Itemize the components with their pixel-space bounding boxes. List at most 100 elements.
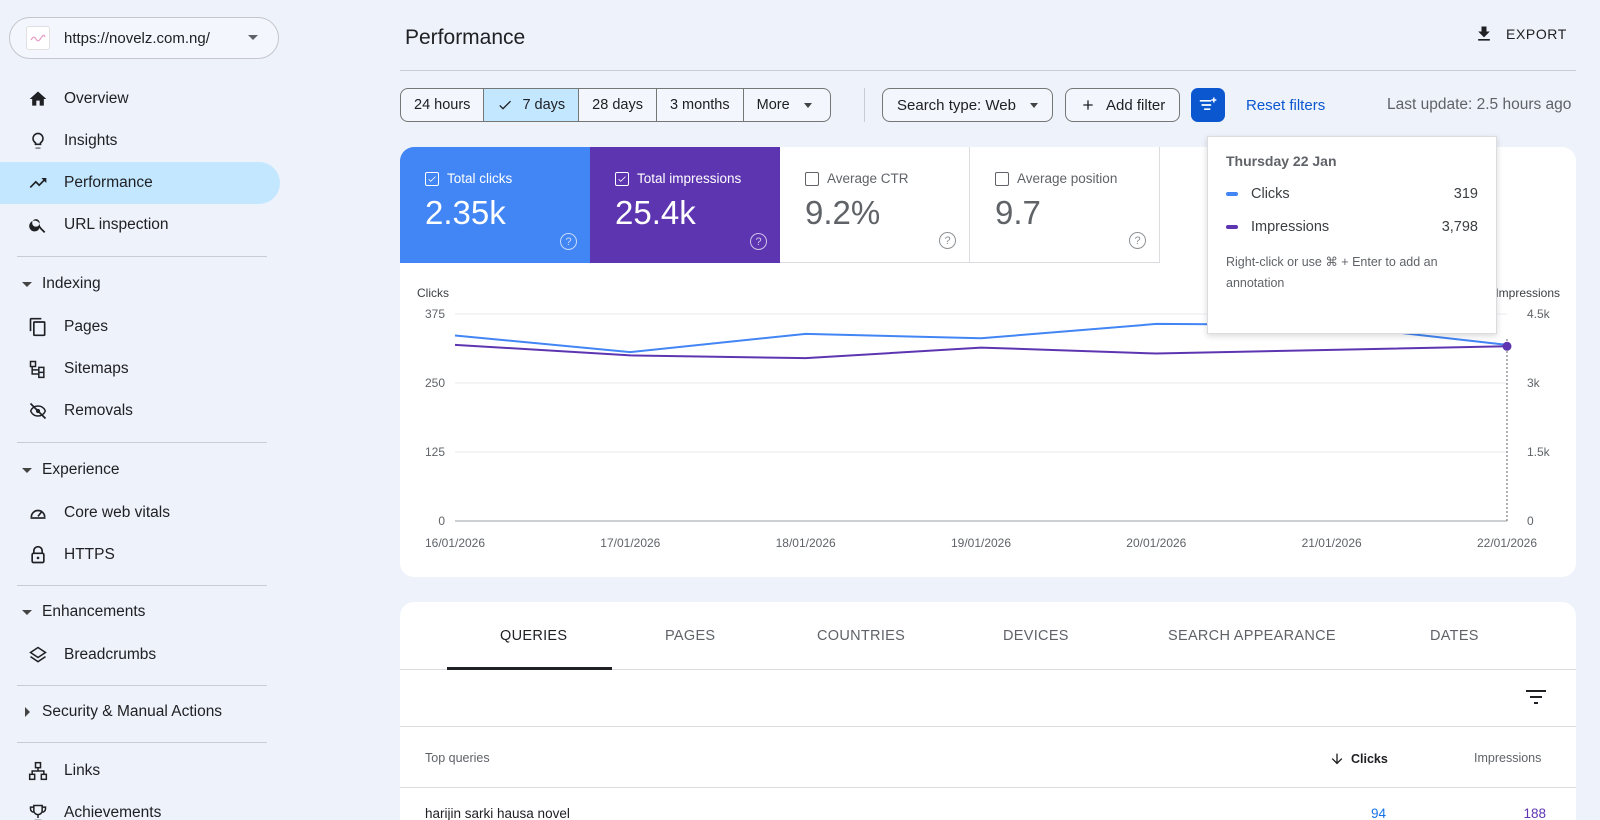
checkbox-checked-icon[interactable]: [425, 171, 439, 186]
sidebar-item-url-inspection[interactable]: URL inspection: [0, 204, 280, 246]
y-tick-label-right: 4.5k: [1527, 307, 1551, 321]
trophy-icon: [26, 801, 50, 820]
range-3-months[interactable]: 3 months: [657, 89, 744, 121]
chevron-down-icon: [1029, 102, 1038, 108]
sidebar-item-label: Links: [64, 762, 101, 779]
metric-value: 2.35k: [425, 194, 506, 231]
property-url: https://novelz.com.ng/: [64, 29, 210, 47]
sidebar-item-label: Sitemaps: [64, 360, 129, 377]
sidebar-item-insights[interactable]: Insights: [0, 120, 280, 162]
section-label: Enhancements: [42, 603, 146, 620]
sidebar-item-removals[interactable]: Removals: [0, 390, 280, 432]
sidebar: https://novelz.com.ng/ Overview Insights…: [0, 0, 280, 820]
date-range-selector: 24 hours 7 days 28 days 3 months More: [400, 88, 831, 122]
sidebar-item-achievements[interactable]: Achievements: [0, 792, 280, 820]
tooltip-series-name: Clicks: [1251, 186, 1290, 202]
section-enhancements[interactable]: Enhancements: [0, 592, 280, 632]
sidebar-item-links[interactable]: Links: [0, 750, 280, 792]
check-icon: [499, 100, 512, 110]
export-button[interactable]: EXPORT: [1474, 24, 1567, 44]
sidebar-item-performance[interactable]: Performance: [0, 162, 280, 204]
range-28-days[interactable]: 28 days: [579, 89, 657, 121]
hover-point: [1502, 341, 1512, 351]
sidebar-item-label: Performance: [64, 174, 153, 191]
section-experience[interactable]: Experience: [0, 450, 280, 490]
tab-queries[interactable]: QUERIES: [500, 628, 568, 644]
results-table-card: QUERIES PAGES COUNTRIES DEVICES SEARCH A…: [400, 602, 1576, 820]
metric-average-position[interactable]: Average position 9.7 ?: [970, 147, 1160, 263]
metric-value: 9.2%: [805, 194, 881, 231]
caret-down-icon: [22, 281, 32, 287]
sidebar-item-overview[interactable]: Overview: [0, 78, 280, 120]
sidebar-item-breadcrumbs[interactable]: Breadcrumbs: [0, 634, 280, 676]
caret-down-icon: [22, 467, 32, 473]
help-icon[interactable]: ?: [750, 233, 767, 250]
range-24-hours[interactable]: 24 hours: [401, 89, 485, 121]
metric-label: Total impressions: [637, 171, 742, 186]
metric-value: 9.7: [995, 194, 1041, 231]
lightbulb-icon: [26, 129, 50, 153]
tab-countries[interactable]: COUNTRIES: [817, 628, 906, 644]
query-cell: harijin sarki hausa novel: [425, 806, 570, 820]
export-label: EXPORT: [1506, 26, 1567, 42]
divider: [17, 442, 267, 443]
y-tick-label-left: 0: [438, 514, 445, 528]
trending-up-icon: [26, 171, 50, 195]
column-header-clicks[interactable]: Clicks: [1329, 751, 1388, 767]
metric-average-ctr[interactable]: Average CTR 9.2% ?: [780, 147, 970, 263]
chevron-down-icon[interactable]: [248, 35, 258, 40]
arrow-down-icon: [1331, 753, 1343, 765]
sidebar-item-label: Pages: [64, 318, 108, 335]
section-indexing[interactable]: Indexing: [0, 264, 280, 304]
tab-bar: QUERIES PAGES COUNTRIES DEVICES SEARCH A…: [400, 602, 1576, 670]
sidebar-item-sitemaps[interactable]: Sitemaps: [0, 348, 280, 390]
column-header-query: Top queries: [425, 751, 490, 765]
metric-total-clicks[interactable]: Total clicks 2.35k ?: [400, 147, 590, 263]
chart-tooltip: Thursday 22 Jan Clicks 319 Impressions 3…: [1207, 136, 1497, 334]
column-header-impressions[interactable]: Impressions: [1474, 751, 1542, 765]
plus-icon: [1083, 100, 1093, 110]
column-header-label: Clicks: [1351, 752, 1388, 766]
tab-search-appearance[interactable]: SEARCH APPEARANCE: [1168, 628, 1336, 644]
tab-devices[interactable]: DEVICES: [1003, 628, 1069, 644]
table-row[interactable]: harijin sarki hausa novel 94 188: [400, 788, 1576, 820]
site-favicon-icon: [26, 26, 50, 50]
metric-total-impressions[interactable]: Total impressions 25.4k ?: [590, 147, 780, 263]
checkbox-unchecked-icon[interactable]: [805, 171, 819, 186]
section-security-manual-actions[interactable]: Security & Manual Actions: [0, 692, 280, 732]
filter-settings-button[interactable]: [1191, 88, 1225, 122]
y-tick-label-right: 0: [1527, 514, 1534, 528]
checkbox-unchecked-icon[interactable]: [995, 171, 1009, 186]
header-divider: [400, 70, 1576, 71]
range-7-days[interactable]: 7 days: [484, 89, 580, 121]
property-selector[interactable]: https://novelz.com.ng/: [9, 17, 279, 59]
eye-off-icon: [26, 399, 50, 423]
section-label: Experience: [42, 461, 120, 478]
checkbox-checked-icon[interactable]: [615, 171, 629, 186]
help-icon[interactable]: ?: [1129, 232, 1146, 249]
sidebar-item-core-web-vitals[interactable]: Core web vitals: [0, 492, 280, 534]
series-line-impressions: [454, 343, 1508, 360]
sidebar-item-pages[interactable]: Pages: [0, 306, 280, 348]
pages-icon: [26, 315, 50, 339]
range-label: More: [756, 97, 790, 113]
layers-icon: [26, 643, 50, 667]
tooltip-date: Thursday 22 Jan: [1226, 153, 1337, 169]
sidebar-item-label: Achievements: [64, 804, 162, 820]
filter-rows-icon[interactable]: [1525, 688, 1547, 706]
sidebar-item-https[interactable]: HTTPS: [0, 534, 280, 576]
search-type-dropdown[interactable]: Search type: Web: [882, 88, 1053, 122]
add-filter-button[interactable]: Add filter: [1065, 88, 1181, 122]
download-icon: [1478, 26, 1490, 41]
range-more-dropdown[interactable]: More: [744, 89, 830, 121]
metric-label: Average position: [1017, 171, 1118, 186]
clicks-cell: 94: [1370, 806, 1386, 820]
sidebar-item-label: Overview: [64, 90, 129, 107]
help-icon[interactable]: ?: [560, 233, 577, 250]
reset-filters-link[interactable]: Reset filters: [1246, 97, 1326, 114]
divider: [17, 685, 267, 686]
help-icon[interactable]: ?: [939, 232, 956, 249]
tooltip-row-impressions: Impressions 3,798: [1226, 219, 1478, 235]
tab-dates[interactable]: DATES: [1430, 628, 1479, 644]
tab-pages[interactable]: PAGES: [665, 628, 716, 644]
